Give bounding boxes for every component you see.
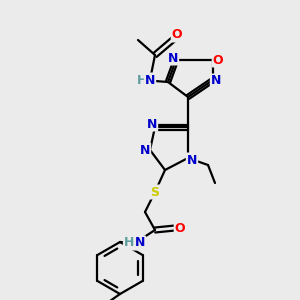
Text: N: N: [211, 74, 221, 88]
Text: N: N: [140, 143, 150, 157]
Text: N: N: [168, 52, 178, 64]
Text: S: S: [151, 185, 160, 199]
Text: H: H: [124, 236, 134, 250]
Text: N: N: [135, 236, 145, 250]
Text: O: O: [172, 28, 182, 41]
Text: O: O: [175, 221, 185, 235]
Text: N: N: [147, 118, 157, 130]
Text: N: N: [145, 74, 155, 86]
Text: O: O: [213, 53, 223, 67]
Text: N: N: [187, 154, 197, 166]
Text: H: H: [137, 74, 147, 86]
